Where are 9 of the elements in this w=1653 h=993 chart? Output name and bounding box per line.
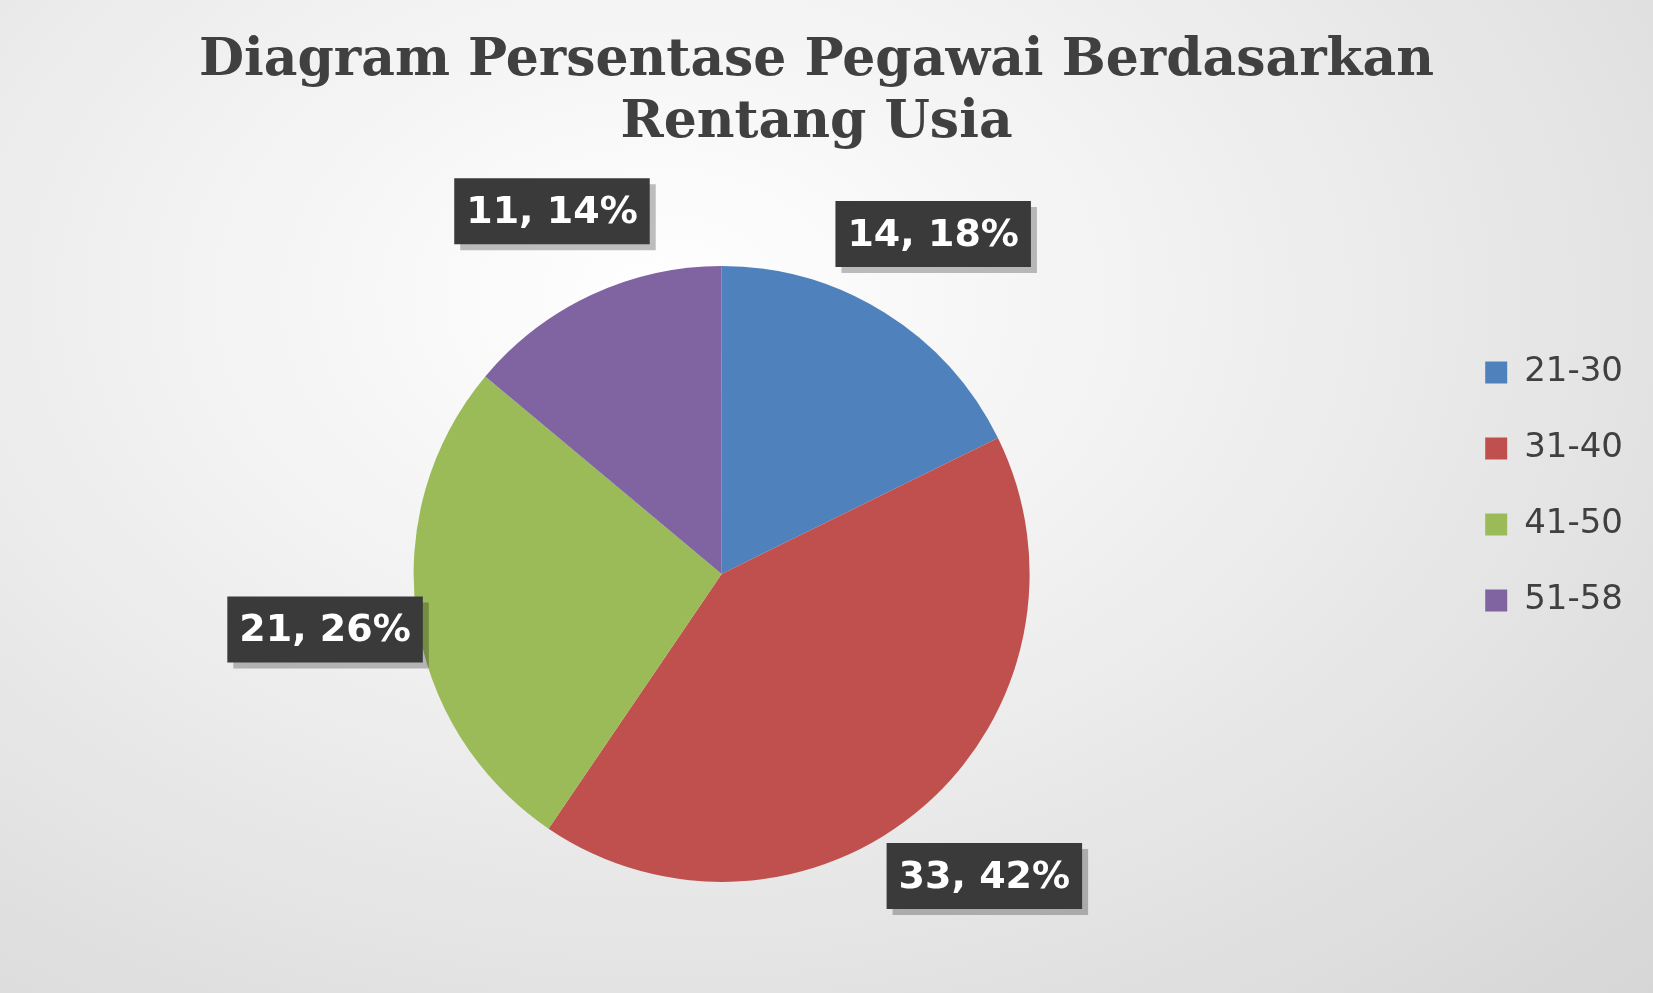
data-label: 14, 18% [847, 210, 1019, 255]
data-label: 21, 26% [239, 606, 411, 651]
legend-label: 51-58 [1524, 577, 1623, 618]
legend-label: 31-40 [1524, 425, 1623, 466]
data-label: 11, 14% [466, 188, 638, 233]
chart-title: Diagram Persentase Pegawai Berdasarkan Rentang Usia [198, 25, 1435, 150]
legend-label: 21-30 [1524, 349, 1623, 390]
legend-label: 41-50 [1524, 501, 1623, 542]
data-label: 33, 42% [898, 852, 1071, 897]
